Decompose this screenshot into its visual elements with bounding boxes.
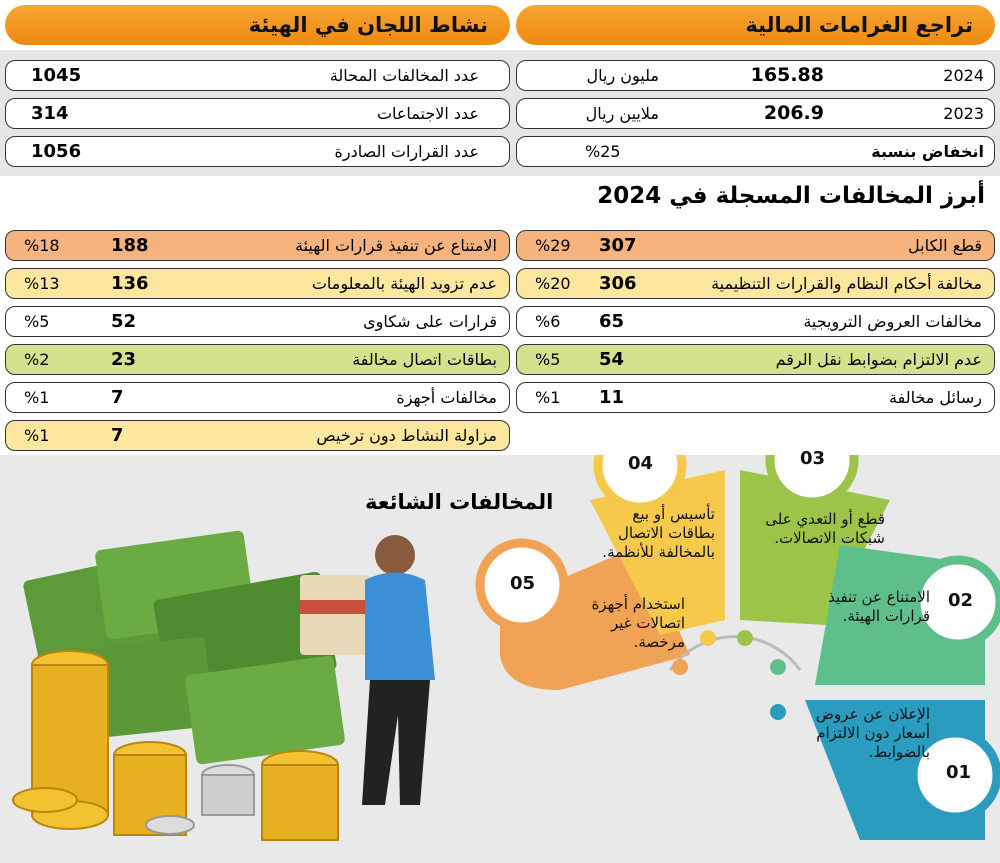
committee-label: عدد المخالفات المحالة: [329, 66, 479, 85]
violation-label: مزاولة النشاط دون ترخيص: [316, 426, 497, 445]
violation-percent: %2: [24, 350, 50, 369]
violation-percent: %13: [24, 274, 60, 293]
violation-percent: %20: [535, 274, 571, 293]
item-number: 02: [948, 590, 974, 611]
violation-count: 52: [111, 311, 137, 332]
row: عدم تزويد الهيئة بالمعلومات 136 %13: [5, 268, 510, 299]
row: انخفاض بنسبة %25: [516, 136, 995, 167]
violation-percent: %18: [24, 236, 60, 255]
item-number: 05: [510, 573, 536, 594]
committee-value: 1045: [31, 65, 82, 86]
violation-label: رسائل مخالفة: [889, 388, 982, 407]
unit: ملايين ريال: [585, 104, 659, 123]
violation-count: 136: [111, 273, 149, 294]
violation-count: 307: [599, 235, 637, 256]
item-number: 04: [628, 453, 654, 474]
committees-title: نشاط اللجان في الهيئة: [5, 5, 510, 45]
unit: مليون ريال: [586, 66, 659, 85]
violation-count: 11: [599, 387, 625, 408]
decline-label: انخفاض بنسبة: [871, 142, 984, 161]
row: عدد الاجتماعات 314: [5, 98, 510, 129]
row: رسائل مخالفة 11 %1: [516, 382, 995, 413]
violation-count: 23: [111, 349, 137, 370]
item-text: قطع أو التعدي على شبكات الاتصالات.: [765, 510, 885, 547]
violation-label: مخالفات العروض الترويجية: [803, 312, 982, 331]
fines-title: تراجع الغرامات المالية: [516, 5, 995, 45]
row: مخالفات العروض الترويجية 65 %6: [516, 306, 995, 337]
violation-label: قرارات على شكاوى: [363, 312, 497, 331]
item-text: استخدام أجهزة اتصالات غير مرخصة.: [591, 595, 685, 651]
row: عدد القرارات الصادرة 1056: [5, 136, 510, 167]
violation-percent: %1: [535, 388, 561, 407]
petals: [475, 455, 1000, 840]
common-title: المخالفات الشائعة: [365, 490, 554, 514]
violation-percent: %1: [24, 388, 50, 407]
violation-percent: %5: [24, 312, 50, 331]
row: مخالفة أحكام النظام والقرارات التنظيمية 3…: [516, 268, 995, 299]
item-number: 01: [946, 762, 972, 783]
violation-count: 65: [599, 311, 625, 332]
committee-value: 1056: [31, 141, 82, 162]
row: الامتناع عن تنفيذ قرارات الهيئة 188 %18: [5, 230, 510, 261]
violation-label: عدم تزويد الهيئة بالمعلومات: [311, 274, 497, 293]
row: عدد المخالفات المحالة 1045: [5, 60, 510, 91]
row: 2023 206.9 ملايين ريال: [516, 98, 995, 129]
committee-value: 314: [31, 103, 69, 124]
money-stacks: [23, 530, 370, 765]
violation-label: الامتناع عن تنفيذ قرارات الهيئة: [295, 236, 497, 255]
violation-label: بطاقات اتصال مخالفة: [352, 350, 497, 369]
row: مخالفات أجهزة 7 %1: [5, 382, 510, 413]
person: [362, 535, 435, 805]
violation-count: 7: [111, 425, 124, 446]
violation-label: قطع الكابل: [908, 236, 982, 255]
item-text: تأسيس أو بيع بطاقات الاتصال بالمخالفة لل…: [602, 505, 715, 561]
violation-count: 7: [111, 387, 124, 408]
row: عدم الالتزام بضوابط نقل الرقم 54 %5: [516, 344, 995, 375]
row: مزاولة النشاط دون ترخيص 7 %1: [5, 420, 510, 451]
item-number: 03: [800, 448, 826, 469]
committee-label: عدد الاجتماعات: [376, 104, 479, 123]
violation-percent: %29: [535, 236, 571, 255]
violation-percent: %1: [24, 426, 50, 445]
row: 2024 165.88 مليون ريال: [516, 60, 995, 91]
violation-label: عدم الالتزام بضوابط نقل الرقم: [775, 350, 982, 369]
illustration: [12, 455, 1000, 841]
coins: [12, 650, 339, 841]
violation-percent: %5: [535, 350, 561, 369]
violation-count: 306: [599, 273, 637, 294]
row: قرارات على شكاوى 52 %5: [5, 306, 510, 337]
item-text: الامتناع عن تنفيذ قرارات الهيئة.: [828, 588, 930, 625]
violation-label: مخالفات أجهزة: [396, 388, 497, 407]
row: قطع الكابل 307 %29: [516, 230, 995, 261]
committee-label: عدد القرارات الصادرة: [334, 142, 479, 161]
violations-title: أبرز المخالفات المسجلة في 2024: [597, 183, 985, 209]
violation-count: 54: [599, 349, 625, 370]
year: 2024: [943, 66, 984, 85]
violation-label: مخالفة أحكام النظام والقرارات التنظيمية: [711, 274, 982, 293]
amount: 206.9: [763, 102, 824, 124]
decline-value: %25: [585, 142, 621, 161]
violation-percent: %6: [535, 312, 561, 331]
violation-count: 188: [111, 235, 149, 256]
row: بطاقات اتصال مخالفة 23 %2: [5, 344, 510, 375]
year: 2023: [943, 104, 984, 123]
amount: 165.88: [750, 64, 824, 86]
item-text: الإعلان عن عروض أسعار دون الالتزام بالضو…: [815, 705, 930, 761]
